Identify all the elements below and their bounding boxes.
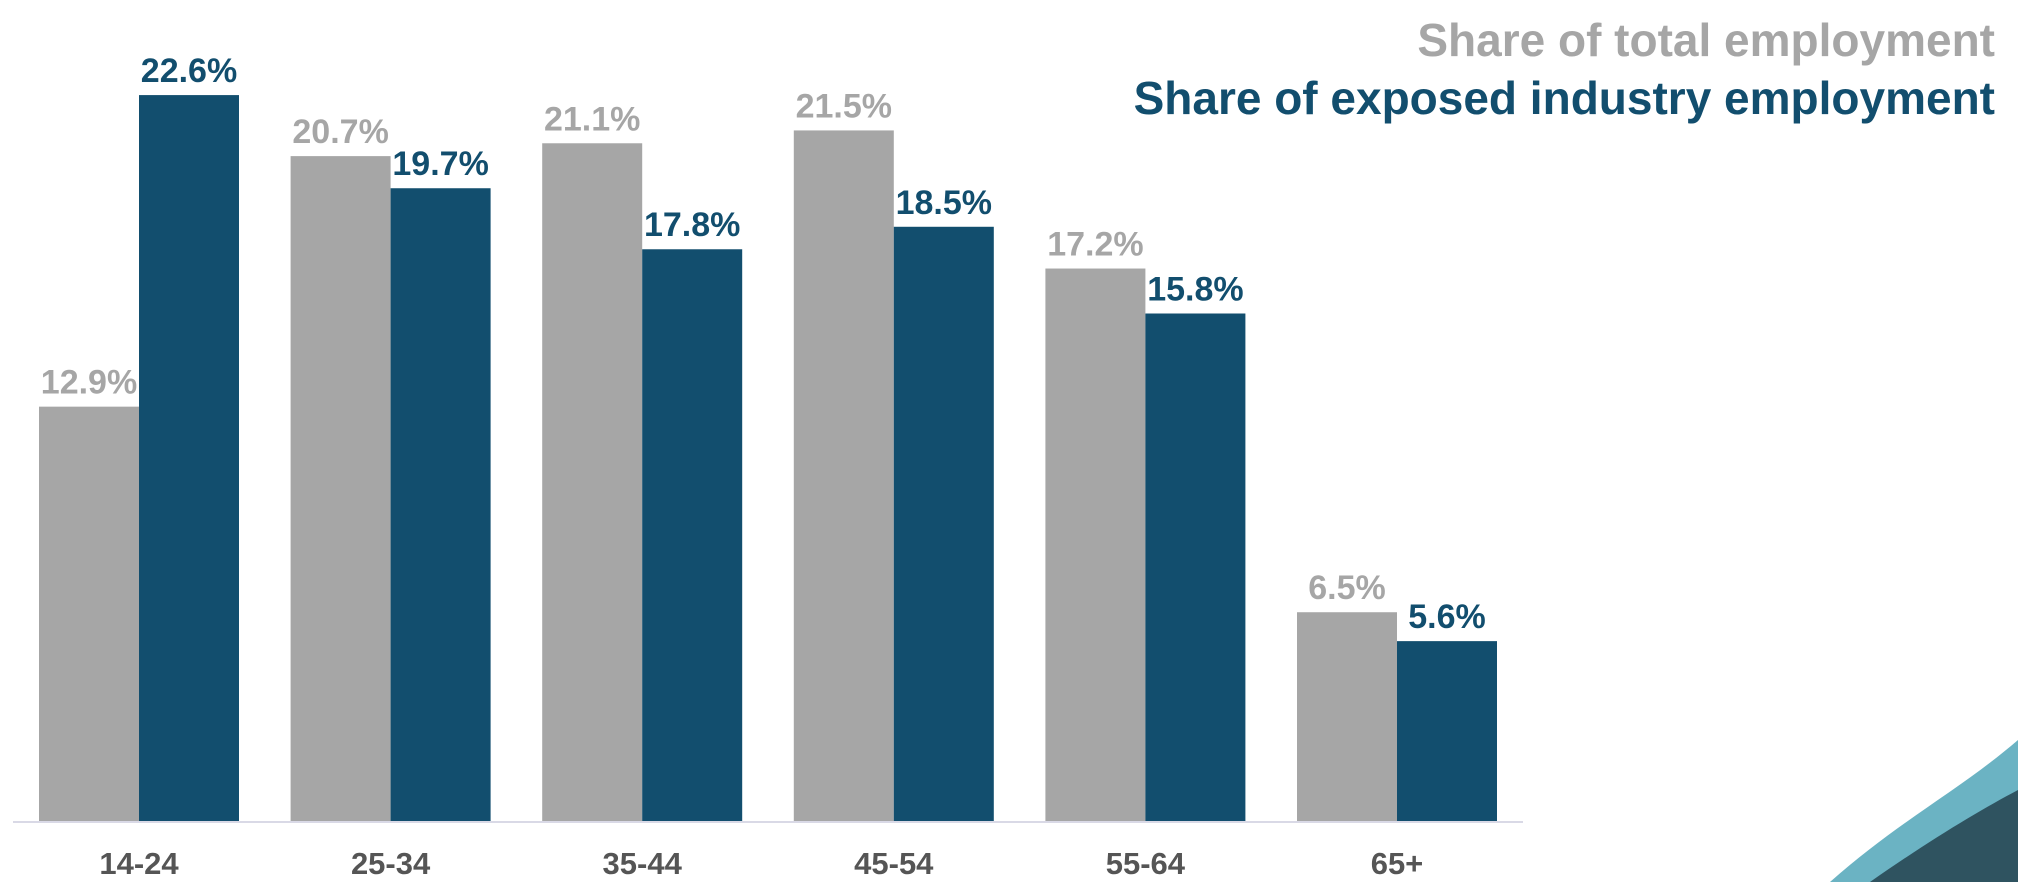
value-label: 17.8%: [644, 206, 740, 244]
legend: Share of total employment Share of expose…: [1134, 14, 1995, 124]
legend-label: Share of total employment: [1417, 14, 1995, 66]
decoration: [1870, 790, 2018, 882]
bar: [642, 249, 743, 821]
value-label: 20.7%: [292, 113, 388, 151]
value-label: 5.6%: [1408, 598, 1486, 636]
bar: [1045, 268, 1146, 821]
value-label: 19.7%: [392, 145, 488, 183]
bar: [39, 406, 139, 821]
bar: [893, 226, 994, 821]
bar: [1397, 641, 1497, 821]
bar: [1145, 313, 1246, 821]
value-label: 22.6%: [141, 52, 237, 90]
value-label: 21.5%: [796, 87, 892, 125]
value-label: 17.2%: [1047, 226, 1143, 264]
value-label: 15.8%: [1147, 270, 1243, 308]
x-tick-label: 14-24: [99, 846, 179, 881]
x-tick-label: 45-54: [854, 846, 934, 881]
x-tick-label: 65+: [1371, 846, 1424, 881]
bar: [390, 188, 491, 822]
value-label: 18.5%: [896, 184, 992, 222]
x-tick-label: 55-64: [1106, 846, 1186, 881]
legend-label: Share of exposed industry employment: [1134, 72, 1995, 124]
bar: [290, 156, 391, 822]
x-tick-label: 25-34: [351, 846, 431, 881]
value-label: 12.9%: [41, 364, 137, 402]
bar: [1297, 612, 1397, 821]
bar: [542, 143, 643, 821]
bar: [139, 95, 239, 821]
bar: [793, 130, 894, 822]
value-label: 21.1%: [544, 100, 640, 138]
value-label: 6.5%: [1308, 569, 1386, 607]
x-tick-label: 35-44: [603, 846, 683, 881]
